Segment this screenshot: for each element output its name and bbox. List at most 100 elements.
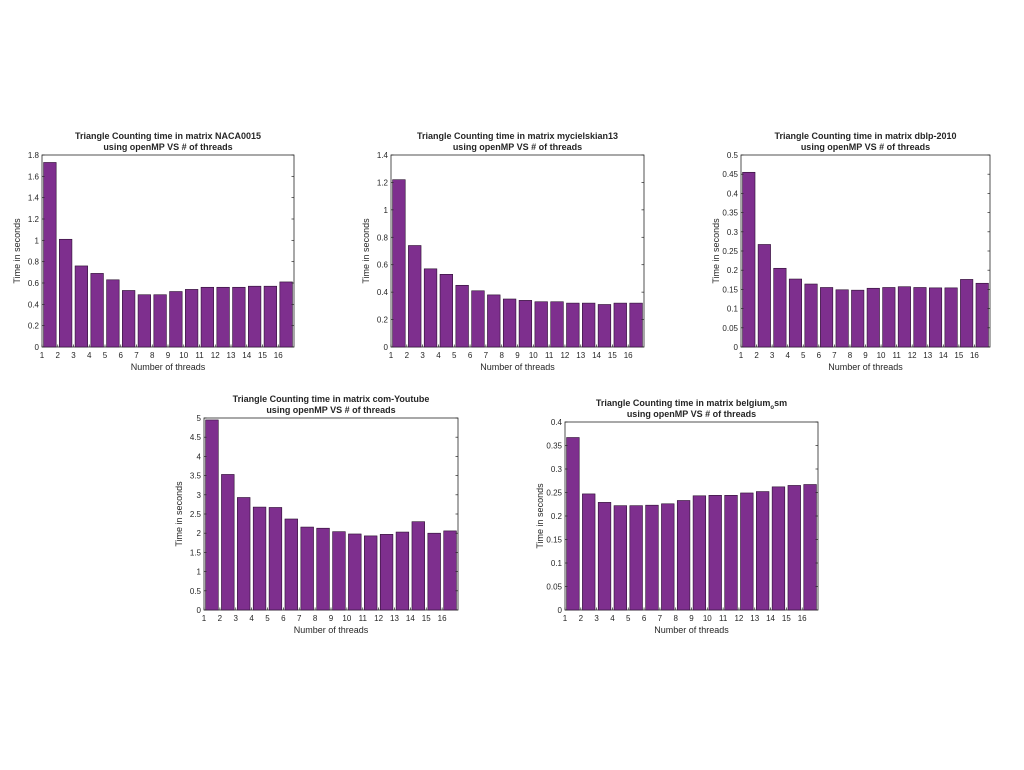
y-tick-label: 0 [384,343,389,352]
x-tick-label: 8 [848,351,853,360]
bar-10 [534,301,548,348]
x-tick-label: 5 [103,351,108,360]
bar-5 [455,284,469,348]
x-tick-label: 10 [877,351,886,360]
x-tick-label: 10 [179,351,188,360]
bar-15 [613,302,627,348]
x-tick-label: 4 [436,351,441,360]
x-tick-label: 7 [832,351,837,360]
x-tick-label: 8 [150,351,155,360]
x-tick-label: 12 [374,614,383,623]
bar-9 [332,531,346,611]
x-tick-label: 1 [739,351,744,360]
x-tick-label: 5 [801,351,806,360]
bar-14 [944,287,958,348]
x-tick-label: 5 [265,614,270,623]
chart-subtitle: using openMP VS # of threads [103,142,232,152]
x-tick-label: 1 [389,351,394,360]
chart-title: Triangle Counting time in matrix belgium… [596,398,787,411]
y-tick-label: 1.6 [28,172,40,181]
x-tick-label: 7 [297,614,302,623]
x-tick-label: 15 [782,614,791,623]
y-tick-label: 0.45 [722,170,738,179]
bar-2 [59,238,73,348]
bar-6 [284,518,298,611]
x-tick-label: 9 [166,351,171,360]
bar-11 [724,495,738,611]
x-tick-label: 11 [195,351,204,360]
x-axis-label: Number of threads [480,362,555,372]
x-tick-label: 2 [405,351,410,360]
bar-2 [221,474,235,611]
x-tick-label: 1 [202,614,207,623]
x-tick-label: 3 [234,614,239,623]
bar-3 [237,497,251,611]
x-tick-label: 13 [227,351,236,360]
x-tick-label: 4 [249,614,254,623]
bar-12 [566,302,580,348]
bar-8 [676,500,691,611]
y-tick-label: 0.2 [551,512,563,521]
y-tick-label: 0.25 [722,247,738,256]
bar-7 [661,503,675,611]
bar-6 [645,504,659,611]
y-tick-label: 0 [197,606,202,615]
y-tick-label: 1.5 [190,548,202,557]
bar-3 [597,502,612,611]
bar-1 [43,162,57,348]
bar-9 [518,300,533,348]
x-tick-label: 7 [658,614,663,623]
bar-4 [788,278,802,348]
x-tick-label: 16 [798,614,807,623]
y-tick-label: 0.4 [727,189,739,198]
y-tick-label: 0.4 [28,300,40,309]
chart-subtitle: using openMP VS # of threads [627,409,756,419]
chart-subtitle: using openMP VS # of threads [801,142,930,152]
y-tick-label: 0.5 [727,151,739,160]
x-tick-label: 12 [908,351,917,360]
x-tick-label: 14 [406,614,415,623]
bar-16 [443,530,457,611]
x-tick-label: 3 [594,614,599,623]
bar-16 [975,282,989,348]
y-tick-label: 0.1 [727,305,739,314]
chart-title: Triangle Counting time in matrix NACA001… [75,131,261,141]
bar-1 [566,437,580,611]
bar-15 [263,285,277,348]
bar-14 [411,521,425,611]
x-tick-label: 10 [529,351,538,360]
chart-5: 1 2 3 4 5 6 7 8 9 10 11 12 13 14 15 1600.050.10.150.20.… [535,398,819,635]
bar-4 [613,505,627,611]
x-axis-label: Number of threads [131,362,206,372]
x-tick-label: 9 [863,351,868,360]
x-tick-label: 14 [939,351,948,360]
x-tick-label: 6 [817,351,822,360]
chart-subtitle: using openMP VS # of threads [266,405,395,415]
y-tick-label: 0.4 [551,418,563,427]
x-tick-label: 1 [563,614,568,623]
x-tick-label: 16 [438,614,447,623]
x-tick-label: 3 [71,351,76,360]
x-tick-label: 15 [608,351,617,360]
y-tick-label: 0.3 [727,228,739,237]
y-tick-label: 1.2 [377,178,389,187]
bar-4 [439,274,453,348]
y-tick-label: 1 [35,236,40,245]
y-tick-label: 1 [384,206,389,215]
bar-9 [692,495,707,611]
y-tick-label: 0.1 [551,559,563,568]
x-tick-label: 8 [499,351,504,360]
x-tick-label: 16 [274,351,283,360]
x-tick-label: 1 [40,351,45,360]
bar-10 [708,495,722,611]
bar-13 [582,302,596,348]
x-tick-label: 9 [689,614,694,623]
y-tick-label: 0.2 [377,316,389,325]
bar-1 [742,171,756,348]
x-tick-label: 8 [673,614,678,623]
x-tick-label: 2 [754,351,759,360]
bar-11 [200,286,214,348]
y-tick-label: 1.2 [28,215,40,224]
bar-13 [756,491,770,611]
